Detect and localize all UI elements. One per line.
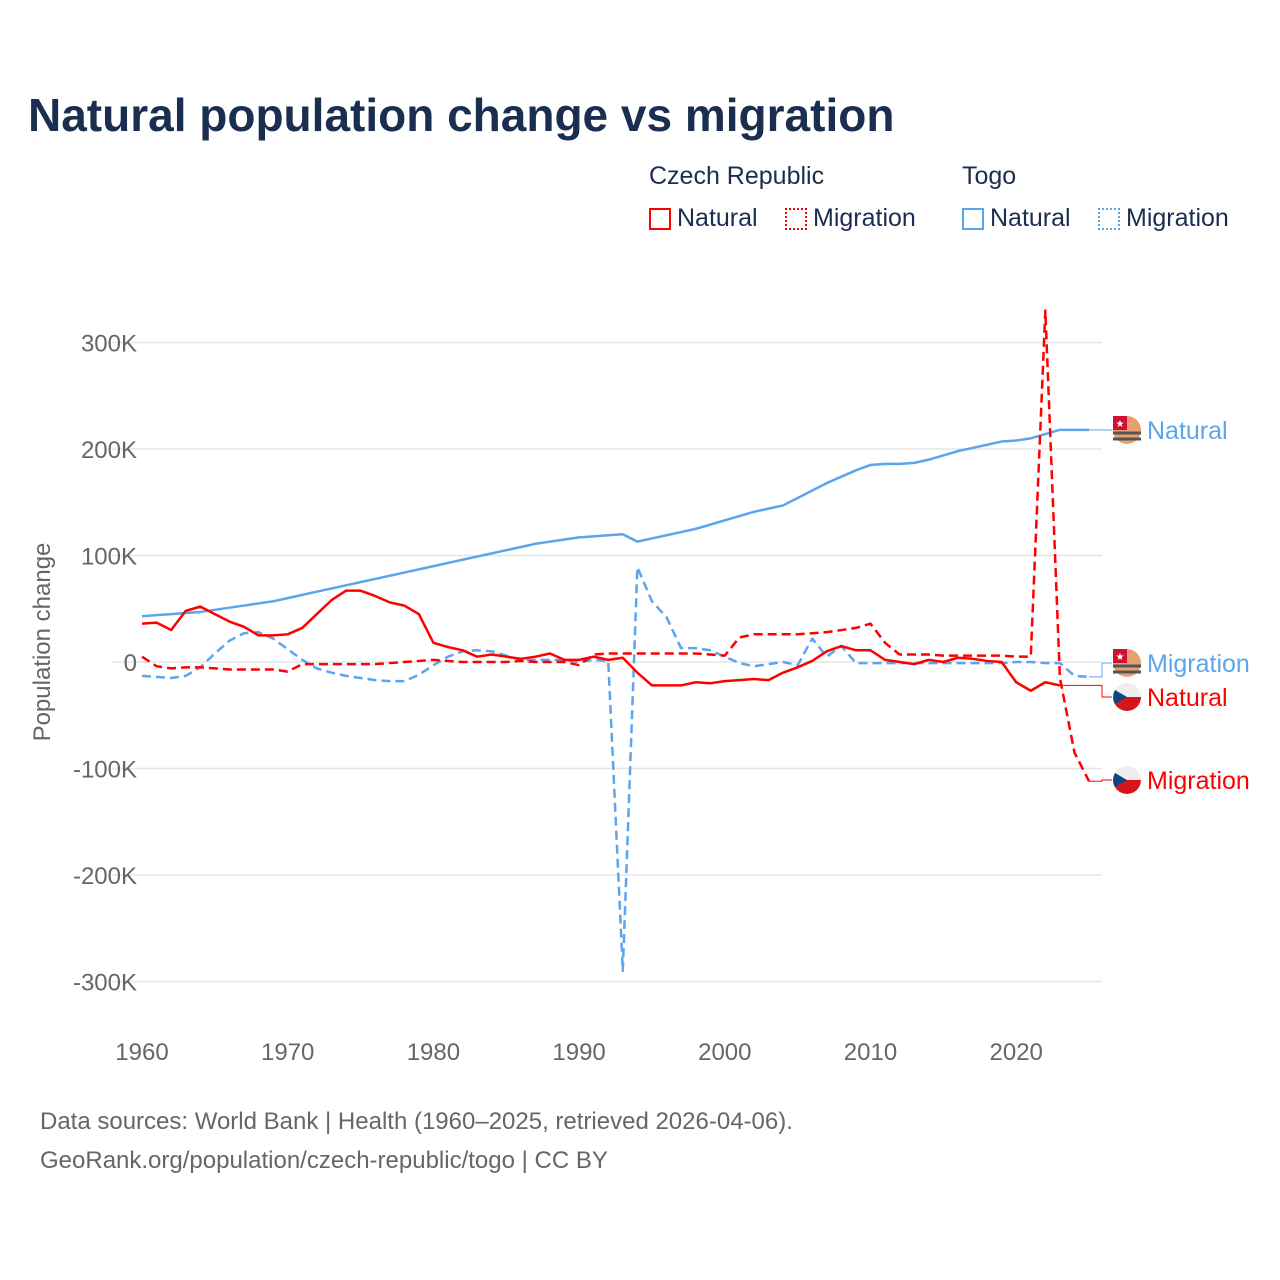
series-line-togo-migration [141,565,1090,973]
series-end-label: Natural [1147,684,1228,712]
togo-flag-canton [1113,649,1127,663]
y-tick-label: -100K [73,757,137,784]
legend-label: Migration [813,204,916,232]
source-line-1: Data sources: World Bank | Health (1960–… [40,1108,793,1135]
legend-swatch [785,208,807,230]
x-tick-label: 1990 [552,1039,605,1066]
x-tick-label: 1960 [115,1039,168,1066]
y-tick-label: -200K [73,863,137,890]
x-tick-label: 2020 [990,1039,1043,1066]
togo-flag-star: ★ [1116,419,1125,430]
series-line-czech-republic-natural [141,589,1061,693]
label-connector [1089,779,1112,782]
czech-flag-triangle [1113,690,1127,704]
x-tick-label: 2000 [698,1039,751,1066]
series-end-label: Natural [1147,417,1228,445]
y-tick-label: 0 [124,650,137,677]
label-connector [1089,662,1112,678]
series-line-czech-republic-migration [141,309,1091,782]
legend-swatch [649,208,671,230]
legend-togo-migration[interactable]: Migration [1098,204,1229,233]
togo-flag-canton [1113,416,1127,430]
label-connector [1059,684,1112,698]
series-end-label: Migration [1147,767,1250,795]
y-axis-label: Population change [29,543,56,742]
series-end-label: Migration [1147,650,1250,678]
legend-label: Natural [677,204,758,232]
legend-czech-migration[interactable]: Migration [785,204,916,233]
x-tick-label: 2010 [844,1039,897,1066]
legend-group-togo: Togo [962,162,1017,190]
y-tick-label: -300K [73,970,137,997]
y-tick-label: 200K [81,437,137,464]
source-line-2[interactable]: GeoRank.org/population/czech-republic/to… [40,1147,608,1174]
x-tick-label: 1970 [261,1039,314,1066]
legend-group-czech: Czech Republic [649,162,825,190]
y-tick-label: 300K [81,331,137,358]
legend-togo-natural[interactable]: Natural [962,204,1071,233]
togo-flag-star: ★ [1116,652,1125,663]
series-line-togo-natural [141,428,1090,618]
legend-swatch [1098,208,1120,230]
y-tick-label: 100K [81,544,137,571]
legend-label: Migration [1126,204,1229,232]
chart-title: Natural population change vs migration [28,89,895,141]
legend-swatch [962,208,984,230]
legend-label: Natural [990,204,1071,232]
x-tick-label: 1980 [407,1039,460,1066]
legend-czech-natural[interactable]: Natural [649,204,758,233]
czech-flag-triangle [1113,773,1127,787]
